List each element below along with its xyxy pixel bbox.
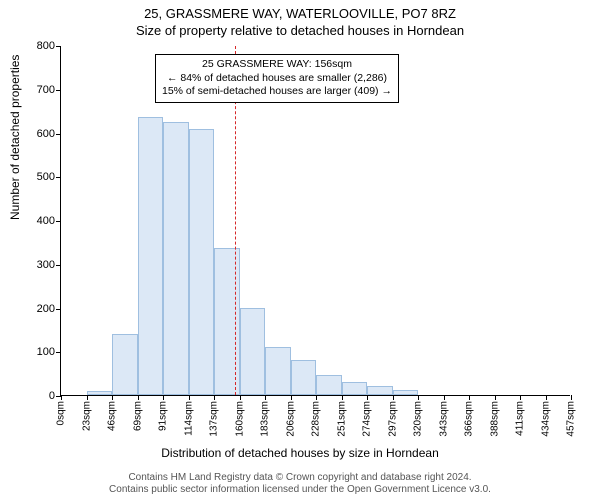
xtick-mark <box>138 395 139 400</box>
histogram-bar <box>112 334 138 395</box>
ytick-label: 700 <box>37 84 55 96</box>
ytick-label: 100 <box>37 346 55 358</box>
info-annotation-box: 25 GRASSMERE WAY: 156sqm ← 84% of detach… <box>155 54 399 103</box>
ytick-mark <box>56 265 61 266</box>
plot-area: 01002003004005006007008000sqm23sqm46sqm6… <box>60 46 570 396</box>
xtick-mark <box>367 395 368 400</box>
xtick-mark <box>444 395 445 400</box>
histogram-bar <box>316 375 342 395</box>
xtick-label: 91sqm <box>158 401 169 431</box>
histogram-bar <box>291 360 317 395</box>
xtick-mark <box>546 395 547 400</box>
xtick-label: 388sqm <box>489 401 500 437</box>
xtick-mark <box>61 395 62 400</box>
xtick-mark <box>240 395 241 400</box>
ytick-label: 500 <box>37 171 55 183</box>
ytick-mark <box>56 90 61 91</box>
histogram-bar <box>342 382 368 395</box>
xtick-label: 137sqm <box>209 401 220 437</box>
xtick-label: 434sqm <box>540 401 551 437</box>
xtick-mark <box>469 395 470 400</box>
chart-title-address: 25, GRASSMERE WAY, WATERLOOVILLE, PO7 8R… <box>0 6 600 21</box>
ytick-mark <box>56 177 61 178</box>
xtick-label: 251sqm <box>336 401 347 437</box>
xtick-mark <box>214 395 215 400</box>
info-line-smaller-pct: ← 84% of detached houses are smaller (2,… <box>162 72 392 86</box>
xtick-label: 343sqm <box>438 401 449 437</box>
histogram-bar <box>189 129 215 395</box>
xtick-label: 457sqm <box>566 401 577 437</box>
info-line-larger-pct: 15% of semi-detached houses are larger (… <box>162 85 392 99</box>
ytick-mark <box>56 46 61 47</box>
xtick-label: 228sqm <box>311 401 322 437</box>
footnote: Contains HM Land Registry data © Crown c… <box>0 472 600 496</box>
histogram-bar <box>367 386 393 395</box>
xtick-label: 0sqm <box>56 401 67 425</box>
ytick-label: 400 <box>37 215 55 227</box>
ytick-mark <box>56 352 61 353</box>
histogram-bar <box>265 347 291 395</box>
xtick-label: 114sqm <box>183 401 194 436</box>
xtick-mark <box>163 395 164 400</box>
xtick-label: 69sqm <box>132 401 143 431</box>
xtick-label: 411sqm <box>515 401 526 436</box>
xtick-mark <box>418 395 419 400</box>
histogram-bar <box>163 122 189 395</box>
ytick-label: 0 <box>49 390 55 402</box>
ytick-label: 200 <box>37 303 55 315</box>
xtick-mark <box>520 395 521 400</box>
footnote-line2: Contains public sector information licen… <box>0 484 600 496</box>
info-line-property-size: 25 GRASSMERE WAY: 156sqm <box>162 58 392 72</box>
histogram-bar <box>393 390 419 395</box>
xtick-label: 23sqm <box>81 401 92 431</box>
xtick-mark <box>393 395 394 400</box>
ytick-label: 600 <box>37 128 55 140</box>
xtick-label: 297sqm <box>387 401 398 437</box>
xtick-mark <box>189 395 190 400</box>
xtick-label: 183sqm <box>260 401 271 437</box>
xtick-mark <box>87 395 88 400</box>
xtick-mark <box>265 395 266 400</box>
ytick-mark <box>56 221 61 222</box>
ytick-label: 300 <box>37 259 55 271</box>
y-axis-label: Number of detached properties <box>8 55 22 220</box>
xtick-label: 160sqm <box>234 401 245 437</box>
ytick-mark <box>56 134 61 135</box>
xtick-mark <box>112 395 113 400</box>
xtick-label: 46sqm <box>107 401 118 431</box>
histogram-bar <box>87 391 113 395</box>
histogram-chart: 25, GRASSMERE WAY, WATERLOOVILLE, PO7 8R… <box>0 0 600 500</box>
xtick-label: 320sqm <box>413 401 424 437</box>
xtick-mark <box>571 395 572 400</box>
xtick-mark <box>495 395 496 400</box>
xtick-label: 274sqm <box>362 401 373 437</box>
footnote-line1: Contains HM Land Registry data © Crown c… <box>0 472 600 484</box>
chart-title-subtitle: Size of property relative to detached ho… <box>0 23 600 38</box>
xtick-mark <box>342 395 343 400</box>
xtick-label: 366sqm <box>464 401 475 437</box>
ytick-label: 800 <box>37 40 55 52</box>
histogram-bar <box>138 117 164 395</box>
xtick-mark <box>316 395 317 400</box>
histogram-bar <box>240 308 266 396</box>
x-axis-label: Distribution of detached houses by size … <box>0 446 600 460</box>
ytick-mark <box>56 309 61 310</box>
xtick-label: 206sqm <box>285 401 296 437</box>
xtick-mark <box>291 395 292 400</box>
